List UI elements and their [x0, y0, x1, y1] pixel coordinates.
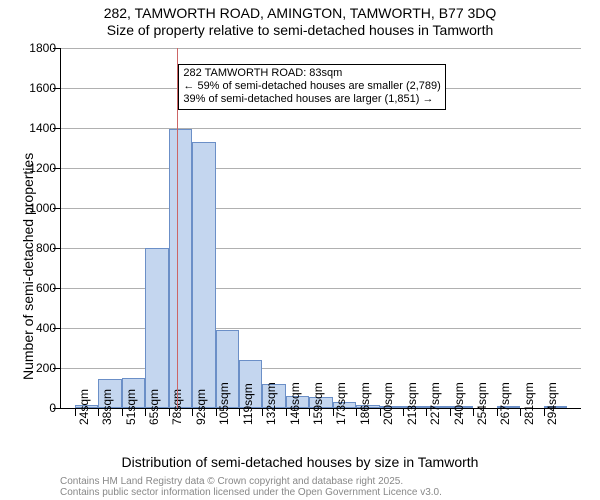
x-tick [356, 408, 357, 416]
y-tick-label: 400 [11, 321, 56, 335]
gridline [61, 48, 581, 49]
page-title-2: Size of property relative to semi-detach… [0, 22, 600, 38]
histogram-bar [169, 129, 192, 408]
annotation-line-1: 282 TAMWORTH ROAD: 83sqm [183, 67, 440, 80]
x-tick [122, 408, 123, 416]
y-tick-label: 1000 [11, 201, 56, 215]
gridline [61, 368, 581, 369]
x-tick [403, 408, 404, 416]
y-tick-label: 1800 [11, 41, 56, 55]
histogram-plot: 02004006008001000120014001600180024sqm38… [60, 48, 581, 409]
gridline [61, 328, 581, 329]
x-tick [520, 408, 521, 416]
annotation-box: 282 TAMWORTH ROAD: 83sqm← 59% of semi-de… [178, 64, 445, 110]
y-axis-label: Number of semi-detached properties [20, 153, 36, 380]
gridline [61, 128, 581, 129]
annotation-line-2: ← 59% of semi-detached houses are smalle… [183, 80, 440, 93]
x-tick [286, 408, 287, 416]
footer-line-2: Contains public sector information licen… [60, 487, 442, 498]
footer-attribution: Contains HM Land Registry data © Crown c… [60, 476, 442, 498]
y-tick-label: 1200 [11, 161, 56, 175]
y-tick-label: 1400 [11, 121, 56, 135]
x-tick [450, 408, 451, 416]
y-tick-label: 0 [11, 401, 56, 415]
x-axis-label: Distribution of semi-detached houses by … [0, 454, 600, 470]
page-title-1: 282, TAMWORTH ROAD, AMINGTON, TAMWORTH, … [0, 5, 600, 21]
x-tick [239, 408, 240, 416]
x-tick [192, 408, 193, 416]
histogram-bar [192, 142, 215, 408]
histogram-bar [145, 248, 168, 408]
gridline [61, 168, 581, 169]
gridline [61, 208, 581, 209]
gridline [61, 288, 581, 289]
y-tick-label: 1600 [11, 81, 56, 95]
footer-line-1: Contains HM Land Registry data © Crown c… [60, 476, 442, 487]
x-tick [75, 408, 76, 416]
y-tick-label: 600 [11, 281, 56, 295]
y-tick-label: 200 [11, 361, 56, 375]
annotation-line-3: 39% of semi-detached houses are larger (… [183, 93, 440, 106]
gridline [61, 248, 581, 249]
y-tick-label: 800 [11, 241, 56, 255]
